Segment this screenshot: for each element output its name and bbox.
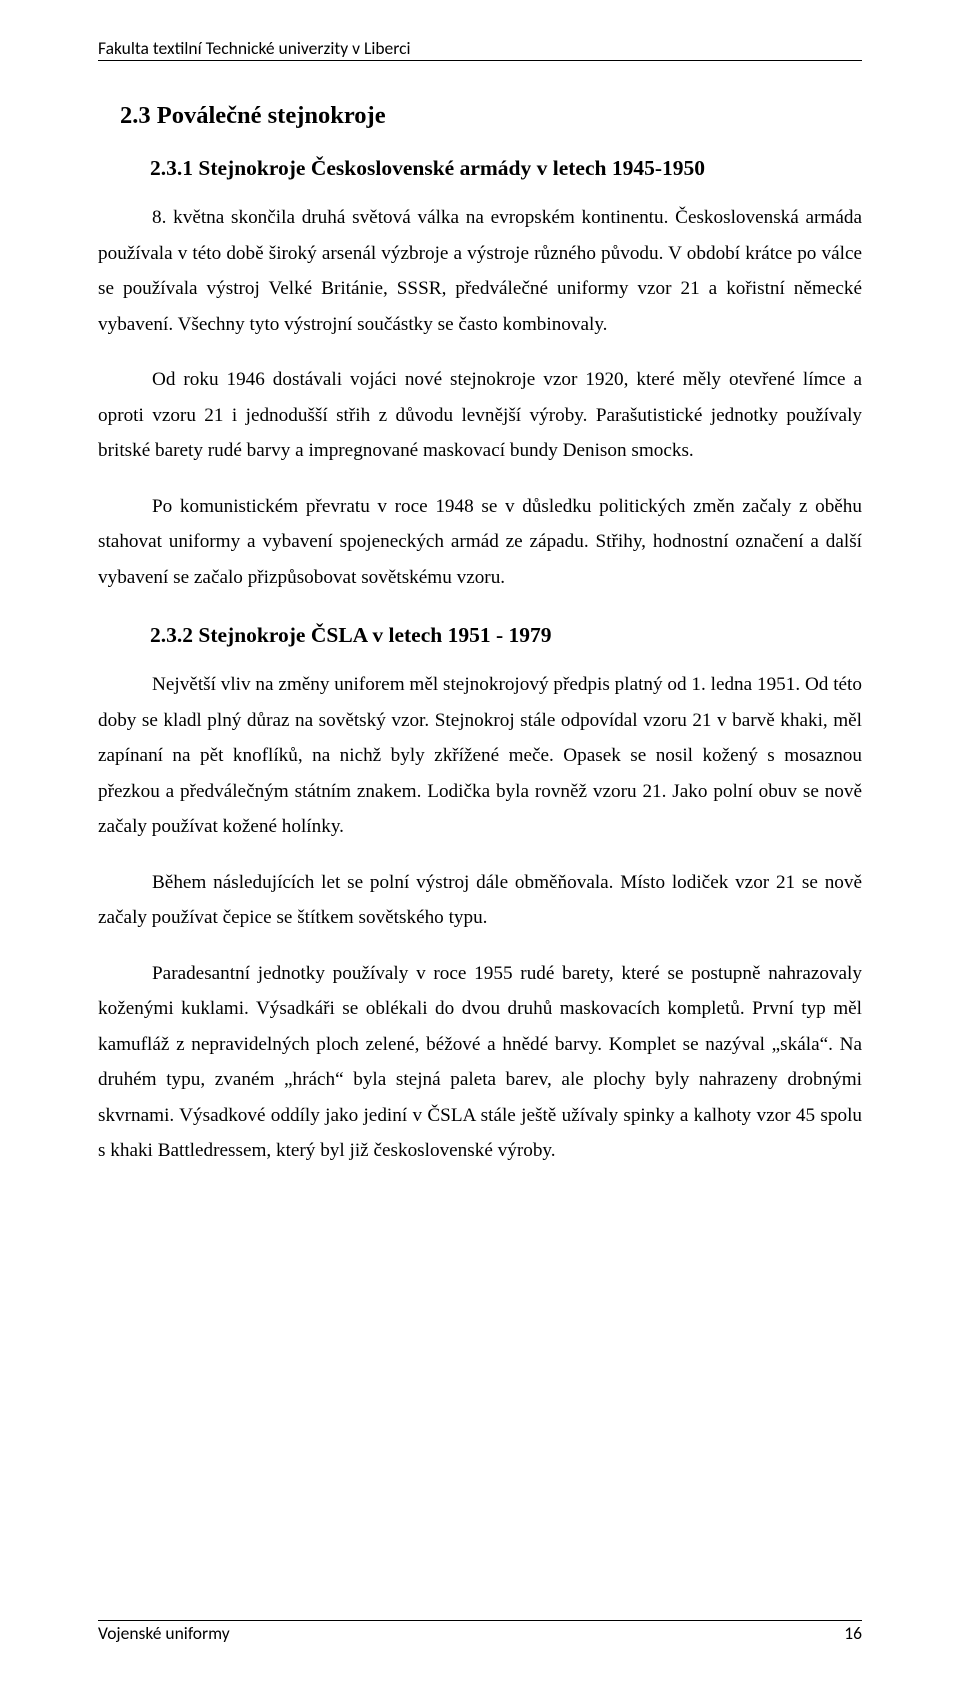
page: Fakulta textilní Technické univerzity v … [0,0,960,1696]
paragraph: Po komunistickém převratu v roce 1948 se… [98,489,862,596]
heading-2: 2.3 Poválečné stejnokroje [120,101,862,130]
heading-3-section-1: 2.3.1 Stejnokroje Československé armády … [150,156,862,182]
paragraph: Během následujících let se polní výstroj… [98,865,862,936]
footer-rule [98,1620,862,1621]
heading-3-section-2: 2.3.2 Stejnokroje ČSLA v letech 1951 - 1… [150,623,862,649]
header-rule [98,60,862,61]
paragraph: Paradesantní jednotky používaly v roce 1… [98,956,862,1169]
paragraph: 8. května skončila druhá světová válka n… [98,200,862,342]
footer: Vojenské uniformy 16 [98,1620,862,1644]
footer-row: Vojenské uniformy 16 [98,1623,862,1644]
paragraph: Od roku 1946 dostávali vojáci nové stejn… [98,362,862,469]
page-number: 16 [844,1623,862,1644]
paragraph: Největší vliv na změny uniforem měl stej… [98,667,862,845]
footer-title: Vojenské uniformy [98,1623,230,1644]
running-header: Fakulta textilní Technické univerzity v … [98,38,862,59]
